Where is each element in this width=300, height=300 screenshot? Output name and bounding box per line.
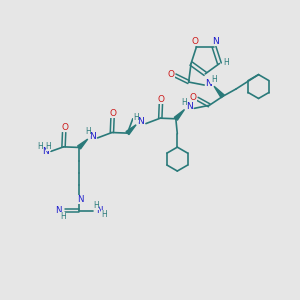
Text: H: H <box>85 128 91 136</box>
Text: O: O <box>110 109 117 118</box>
Text: H: H <box>46 142 52 151</box>
Text: H: H <box>211 75 217 84</box>
Text: O: O <box>191 37 199 46</box>
Text: N: N <box>186 102 193 111</box>
Text: N: N <box>212 37 219 46</box>
Polygon shape <box>214 86 224 98</box>
Text: H: H <box>38 142 43 151</box>
Polygon shape <box>174 110 184 120</box>
Text: N: N <box>56 206 62 215</box>
Text: H: H <box>133 113 139 122</box>
Text: H: H <box>223 58 229 67</box>
Text: N: N <box>42 147 48 156</box>
Polygon shape <box>78 139 88 149</box>
Text: N: N <box>206 79 212 88</box>
Text: O: O <box>190 93 196 102</box>
Text: N: N <box>137 117 144 126</box>
Text: O: O <box>61 123 68 132</box>
Text: H: H <box>182 98 187 107</box>
Text: H: H <box>60 212 66 220</box>
Text: H: H <box>93 201 99 210</box>
Text: N: N <box>78 195 84 204</box>
Text: O: O <box>167 70 175 79</box>
Text: H: H <box>101 210 107 219</box>
Polygon shape <box>126 125 136 135</box>
Text: N: N <box>89 132 96 141</box>
Text: O: O <box>158 94 165 103</box>
Text: N: N <box>96 206 103 215</box>
